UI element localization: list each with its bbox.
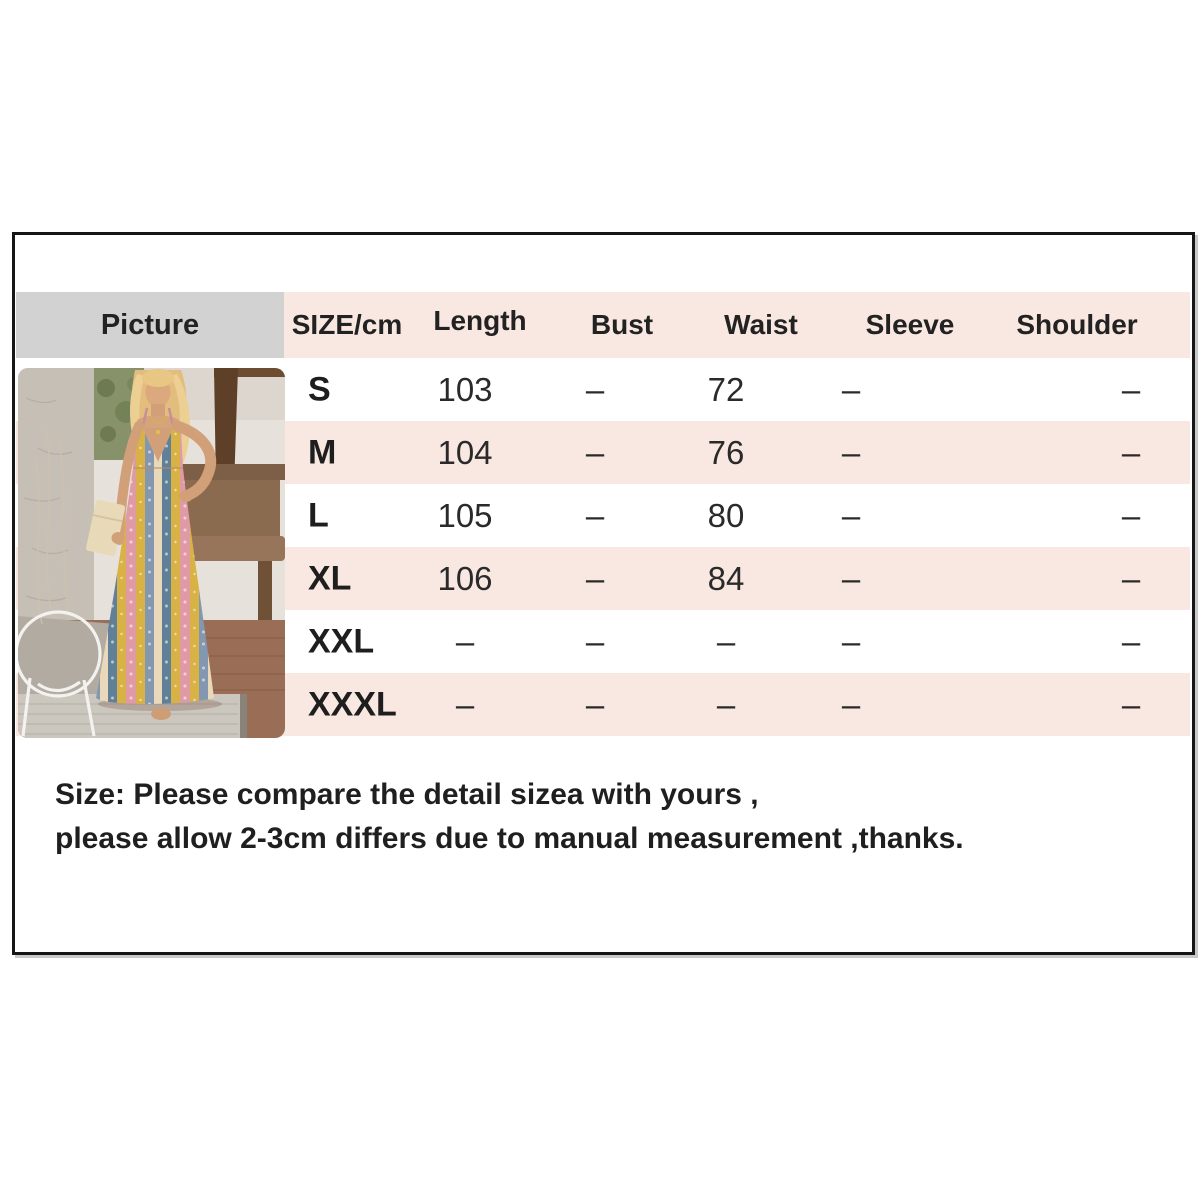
waist-cell: – bbox=[716, 685, 736, 723]
length-cell: 103 bbox=[437, 370, 493, 408]
size-note: Size: Please compare the detail sizea wi… bbox=[55, 773, 964, 861]
size-cell: XL bbox=[308, 559, 352, 597]
shoulder-cell: – bbox=[1121, 496, 1141, 534]
column-header-waist: Waist bbox=[724, 309, 798, 340]
shoulder-cell: – bbox=[1121, 559, 1141, 597]
size-chart-box: Picture SIZE/cm Length Bust Waist Sleeve… bbox=[12, 232, 1195, 955]
bust-cell: – bbox=[585, 559, 605, 597]
wood-post bbox=[214, 368, 238, 488]
wire-chair bbox=[18, 610, 102, 737]
waist-cell: – bbox=[716, 622, 736, 660]
column-header-size: SIZE/cm bbox=[291, 309, 403, 340]
size-note-line1: Size: Please compare the detail sizea wi… bbox=[55, 778, 759, 811]
size-cell: L bbox=[308, 496, 329, 534]
length-cell: 106 bbox=[437, 559, 493, 597]
dress-model-illustration bbox=[18, 368, 285, 738]
size-note-line2: please allow 2-3cm differs due to manual… bbox=[55, 822, 964, 855]
sleeve-cell: – bbox=[841, 685, 861, 723]
length-cell: 104 bbox=[437, 433, 493, 471]
length-cell: 105 bbox=[437, 496, 493, 534]
sleeve-cell: – bbox=[841, 433, 861, 471]
column-header-shoulder: Shoulder bbox=[1016, 309, 1138, 340]
column-header-bust: Bust bbox=[590, 309, 654, 340]
bust-cell: – bbox=[585, 433, 605, 471]
waist-cell: 76 bbox=[707, 433, 745, 471]
table-header-row: SIZE/cm Length Bust Waist Sleeve Shoulde… bbox=[284, 292, 1190, 358]
length-cell: – bbox=[455, 685, 475, 723]
sleeve-cell: – bbox=[841, 496, 861, 534]
shoulder-cell: – bbox=[1121, 685, 1141, 723]
sleeve-cell: – bbox=[841, 559, 861, 597]
shoulder-cell: – bbox=[1121, 622, 1141, 660]
waist-cell: 84 bbox=[707, 559, 745, 597]
sleeve-cell: – bbox=[841, 622, 861, 660]
bust-cell: – bbox=[585, 622, 605, 660]
size-cell: M bbox=[308, 433, 337, 471]
length-cell: – bbox=[455, 622, 475, 660]
plant-stems bbox=[35, 427, 71, 625]
bust-cell: – bbox=[585, 496, 605, 534]
stone-pillar bbox=[18, 368, 94, 636]
model bbox=[86, 369, 222, 720]
product-photo bbox=[18, 368, 285, 738]
column-header-length: Length bbox=[433, 305, 527, 337]
size-cell: XXL bbox=[308, 622, 375, 660]
shoulder-cell: – bbox=[1121, 433, 1141, 471]
sleeve-cell: – bbox=[841, 370, 861, 408]
waist-cell: 72 bbox=[707, 370, 745, 408]
size-cell: S bbox=[308, 370, 331, 408]
picture-column-header: Picture bbox=[16, 292, 284, 358]
wood-beam bbox=[214, 368, 285, 377]
waist-cell: 80 bbox=[707, 496, 745, 534]
bust-cell: – bbox=[585, 685, 605, 723]
bust-cell: – bbox=[585, 370, 605, 408]
shoulder-cell: – bbox=[1121, 370, 1141, 408]
column-header-sleeve: Sleeve bbox=[865, 309, 955, 340]
size-cell: XXXL bbox=[308, 685, 397, 723]
